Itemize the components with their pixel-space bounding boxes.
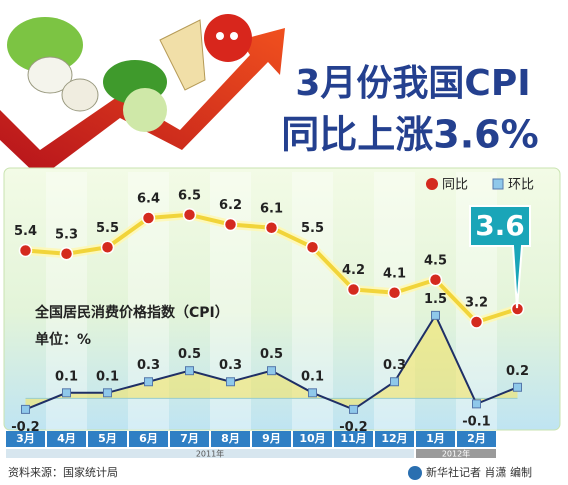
- point: [144, 377, 153, 387]
- point: [103, 388, 112, 398]
- point: [182, 208, 197, 222]
- category-cell: [498, 431, 537, 447]
- category-cell: [47, 431, 86, 447]
- category-cell: [375, 431, 414, 447]
- point: [431, 310, 440, 320]
- value-label: 6.4: [137, 192, 160, 207]
- value-label: 0.3: [383, 358, 406, 373]
- point: [264, 221, 279, 235]
- point: [62, 388, 71, 398]
- value-label: 6.2: [219, 198, 242, 213]
- value-label: 0.2: [506, 364, 529, 379]
- point: [390, 377, 399, 387]
- x-tick-label: 2月: [467, 432, 486, 445]
- source: 资料来源：国家统计局: [8, 465, 118, 479]
- value-label: 0.3: [219, 358, 242, 373]
- value-label: 0.1: [55, 369, 78, 384]
- point: [387, 286, 402, 300]
- legend-label: 同比: [442, 178, 468, 193]
- x-tick-label: 4月: [57, 432, 76, 445]
- title-line: 同比上涨3.6%: [281, 113, 538, 157]
- callout: [469, 205, 531, 309]
- x-tick-label: 11月: [340, 432, 366, 445]
- category-cell: [416, 431, 455, 447]
- point: [346, 282, 361, 297]
- legend-swatch: [492, 178, 504, 190]
- point: [428, 273, 443, 287]
- point: [141, 211, 156, 225]
- category-cell: [88, 431, 127, 447]
- x-tick-label: 3月: [508, 432, 527, 445]
- category-cell: [334, 431, 373, 447]
- value-label: 4.2: [342, 263, 365, 278]
- point: [226, 377, 235, 387]
- point: [469, 315, 484, 329]
- point: [349, 404, 358, 414]
- x-tick-label: 1月: [426, 432, 445, 445]
- year-bar: [6, 449, 414, 458]
- value-label: 1.5: [424, 292, 447, 307]
- x-tick-label: 10月: [299, 432, 325, 445]
- value-label: 5.5: [301, 221, 324, 236]
- x-tick-label: 5月: [98, 432, 117, 445]
- point: [513, 382, 522, 392]
- x-tick-label: 7月: [180, 432, 199, 445]
- legend-swatch: [426, 178, 438, 190]
- value-label: -0.1: [462, 414, 490, 429]
- category-cell: [293, 431, 332, 447]
- year-label: 2011年: [196, 449, 224, 459]
- value-label: 6.1: [260, 201, 283, 216]
- x-tick-label: 9月: [262, 432, 281, 445]
- value-label: 0.1: [301, 369, 324, 384]
- category-cell: [457, 431, 496, 447]
- point: [267, 366, 276, 376]
- value-label: 5.5: [96, 221, 119, 236]
- point: [59, 247, 74, 261]
- value-label: 3.2: [465, 296, 488, 311]
- callout-value: 3.6: [475, 209, 525, 242]
- x-tick-label: 3月: [16, 432, 35, 445]
- point: [472, 399, 481, 409]
- category-cell: [252, 431, 291, 447]
- credit: 新华社记者 肖潇 编制: [426, 465, 532, 479]
- category-cell: [211, 431, 250, 447]
- title-line: 3月份我国CPI: [295, 63, 530, 104]
- point: [185, 366, 194, 376]
- unit-label: 单位：%: [35, 331, 91, 348]
- point: [100, 240, 115, 254]
- chart-subtitle: 全国居民消费价格指数（CPI）: [34, 304, 229, 321]
- value-label: 6.5: [178, 188, 201, 203]
- column-stripe: [46, 172, 87, 430]
- value-label: 0.5: [178, 347, 201, 362]
- value-label: 4.1: [383, 266, 406, 281]
- x-tick-label: 6月: [139, 432, 158, 445]
- point: [305, 240, 320, 254]
- value-label: 5.4: [14, 224, 37, 239]
- point: [18, 243, 33, 258]
- x-tick-label: 8月: [221, 432, 240, 445]
- header-illustration: [0, 14, 285, 178]
- category-cell: [129, 431, 168, 447]
- year-label: 2012年: [442, 449, 470, 459]
- point: [21, 404, 30, 414]
- category-cell: [6, 431, 45, 447]
- value-label: 5.3: [55, 227, 78, 242]
- value-label: 4.5: [424, 253, 447, 268]
- legend-label: 环比: [508, 178, 534, 193]
- value-label: 0.3: [137, 358, 160, 373]
- x-tick-label: 12月: [381, 432, 407, 445]
- value-label: 0.1: [96, 369, 119, 384]
- logo: [408, 466, 422, 480]
- point: [308, 388, 317, 398]
- value-label: 0.5: [260, 347, 283, 362]
- point: [223, 217, 238, 232]
- category-cell: [170, 431, 209, 447]
- year-bar: [416, 449, 496, 458]
